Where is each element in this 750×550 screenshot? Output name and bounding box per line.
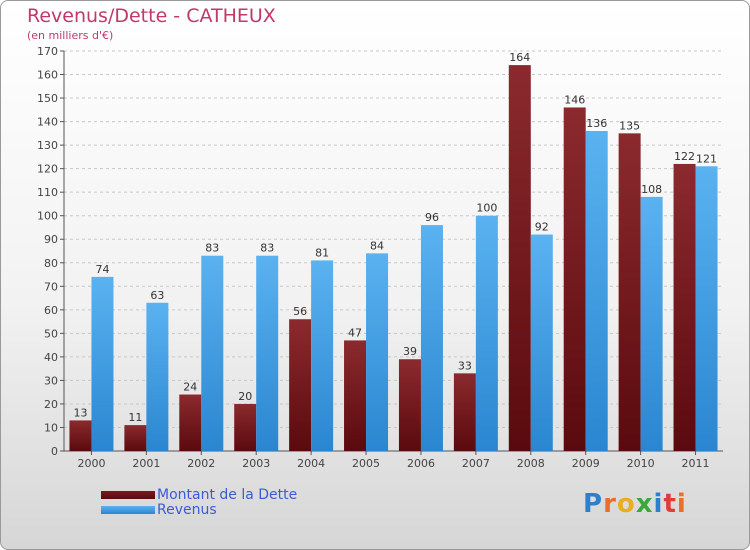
legend-swatch-debt: [101, 490, 155, 499]
logo-letter: i: [676, 489, 687, 519]
x-tick-label: 2009: [572, 457, 600, 470]
data-label-dette: 39: [403, 345, 417, 358]
y-tick-label: 80: [44, 257, 58, 270]
bar-dette: [179, 394, 202, 451]
y-tick-label: 40: [44, 351, 58, 364]
data-label-dette: 11: [128, 411, 142, 424]
y-tick-label: 50: [44, 327, 58, 340]
bar-revenus: [256, 255, 279, 451]
x-tick-label: 2000: [77, 457, 105, 470]
bar-dette: [234, 403, 257, 451]
y-tick-label: 150: [37, 92, 58, 105]
data-label-dette: 146: [564, 93, 585, 106]
data-label-dette: 47: [348, 326, 362, 339]
x-tick-label: 2003: [242, 457, 270, 470]
bar-dette: [289, 319, 312, 451]
x-tick-label: 2001: [132, 457, 160, 470]
data-label-dette: 56: [293, 305, 307, 318]
y-tick-label: 100: [37, 210, 58, 223]
y-tick-label: 120: [37, 163, 58, 176]
data-label-revenus: 121: [696, 152, 717, 165]
y-tick-label: 70: [44, 280, 58, 293]
bar-dette: [69, 420, 92, 451]
legend-swatch-revenus: [101, 505, 155, 514]
x-tick-label: 2002: [187, 457, 215, 470]
data-label-revenus: 108: [641, 183, 662, 196]
bar-dette: [344, 340, 367, 451]
x-tick-label: 2010: [627, 457, 655, 470]
y-tick-label: 140: [37, 116, 58, 129]
logo-letter: t: [663, 489, 677, 519]
logo-letter: x: [635, 489, 654, 519]
chart-subtitle: (en milliers d'€): [27, 29, 114, 42]
legend-label-debt: Montant de la Dette: [157, 486, 298, 503]
logo-letter: o: [616, 489, 636, 519]
data-label-revenus: 83: [260, 242, 274, 255]
bar-dette: [398, 359, 421, 451]
data-label-dette: 164: [509, 51, 530, 64]
y-tick-label: 160: [37, 69, 58, 82]
data-label-dette: 33: [458, 359, 472, 372]
y-tick-label: 20: [44, 398, 58, 411]
x-tick-label: 2004: [297, 457, 325, 470]
bar-dette: [673, 163, 696, 452]
data-label-dette: 122: [674, 150, 695, 163]
bar-revenus: [311, 260, 334, 451]
data-label-revenus: 83: [205, 242, 219, 255]
bar-revenus: [640, 196, 663, 451]
y-tick-label: 10: [44, 421, 58, 434]
logo-letter: P: [583, 489, 604, 519]
bar-revenus: [475, 215, 498, 451]
logo-letter: i: [653, 489, 664, 519]
data-label-dette: 20: [238, 390, 252, 403]
legend: Montant de la Dette Revenus: [101, 486, 298, 518]
y-tick-label: 170: [37, 45, 58, 58]
bar-dette: [508, 65, 531, 451]
y-tick-label: 130: [37, 139, 58, 152]
bar-dette: [563, 107, 586, 452]
bar-revenus: [420, 225, 443, 451]
y-tick-label: 90: [44, 233, 58, 246]
y-tick-label: 0: [51, 445, 58, 458]
legend-item-debt: Montant de la Dette: [101, 486, 298, 503]
data-label-revenus: 96: [425, 211, 439, 224]
data-label-revenus: 84: [370, 239, 384, 252]
x-tick-label: 2007: [462, 457, 490, 470]
x-tick-label: 2005: [352, 457, 380, 470]
bar-dette: [453, 373, 476, 451]
data-label-revenus: 74: [95, 263, 109, 276]
data-label-revenus: 100: [476, 202, 497, 215]
proxiti-logo: Proxiti: [583, 489, 687, 519]
chart-title: Revenus/Dette - CATHEUX: [27, 5, 276, 27]
legend-label-revenus: Revenus: [157, 501, 217, 518]
bar-revenus: [585, 131, 608, 451]
logo-letter: r: [603, 489, 617, 519]
x-tick-label: 2008: [517, 457, 545, 470]
data-label-revenus: 92: [535, 221, 549, 234]
bar-dette: [124, 425, 147, 451]
data-label-dette: 135: [619, 119, 640, 132]
data-label-revenus: 81: [315, 246, 329, 259]
data-label-revenus: 63: [150, 289, 164, 302]
y-tick-label: 60: [44, 304, 58, 317]
bar-revenus: [530, 234, 553, 451]
bar-revenus: [91, 276, 114, 451]
bar-revenus: [201, 255, 224, 451]
bar-dette: [618, 133, 641, 451]
x-tick-label: 2006: [407, 457, 435, 470]
bar-revenus: [695, 166, 718, 451]
bar-revenus: [146, 302, 169, 451]
data-label-revenus: 136: [586, 117, 607, 130]
y-tick-label: 30: [44, 374, 58, 387]
legend-item-revenus: Revenus: [101, 501, 297, 518]
x-tick-label: 2011: [682, 457, 710, 470]
y-tick-label: 110: [37, 186, 58, 199]
data-label-dette: 24: [183, 381, 197, 394]
data-label-dette: 13: [73, 406, 87, 419]
bar-revenus: [366, 253, 389, 451]
